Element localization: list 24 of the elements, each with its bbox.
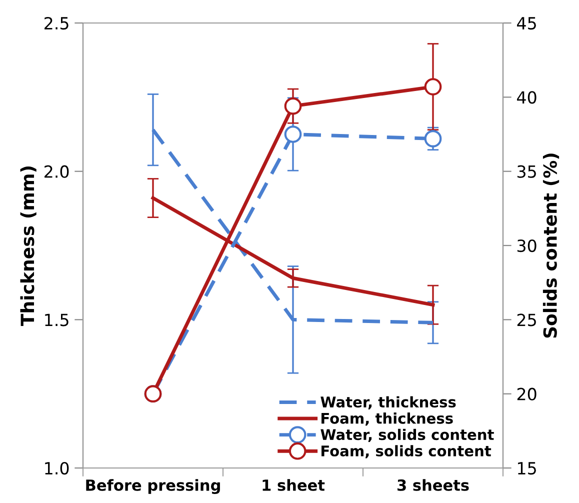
point xyxy=(424,130,442,148)
legend-label: Water, solids content xyxy=(320,428,494,442)
y-tick-label: 1.5 xyxy=(45,314,68,326)
legend-label: Foam, solids content xyxy=(322,445,492,458)
y2-tick-label: 45 xyxy=(517,17,536,30)
y2-tick-label: 40 xyxy=(517,91,536,104)
legend-label: Foam, thickness xyxy=(322,412,453,426)
y-tick-label: 2.5 xyxy=(44,16,68,30)
legend-label: Water, thickness xyxy=(320,396,456,410)
x-tick-label: Before pressing xyxy=(86,479,220,494)
point xyxy=(424,78,442,96)
y2-tick-label: 35 xyxy=(517,165,536,178)
y-tick-label: 1.0 xyxy=(45,462,69,475)
y2-axis-title: Solids content (%) xyxy=(542,154,560,338)
x-tick-label: 1 sheet xyxy=(262,479,325,491)
y2-tick-label: 30 xyxy=(517,239,536,252)
y2-tick-label: 15 xyxy=(518,462,536,475)
point xyxy=(284,97,302,115)
point xyxy=(284,126,302,143)
x-tick-label: 3 sheets xyxy=(398,479,469,491)
y-tick-label: 2.0 xyxy=(44,165,69,178)
y2-tick-label: 20 xyxy=(517,388,536,400)
y2-tick-label: 25 xyxy=(517,314,536,326)
y-axis-title: Thickness (mm) xyxy=(20,166,36,326)
